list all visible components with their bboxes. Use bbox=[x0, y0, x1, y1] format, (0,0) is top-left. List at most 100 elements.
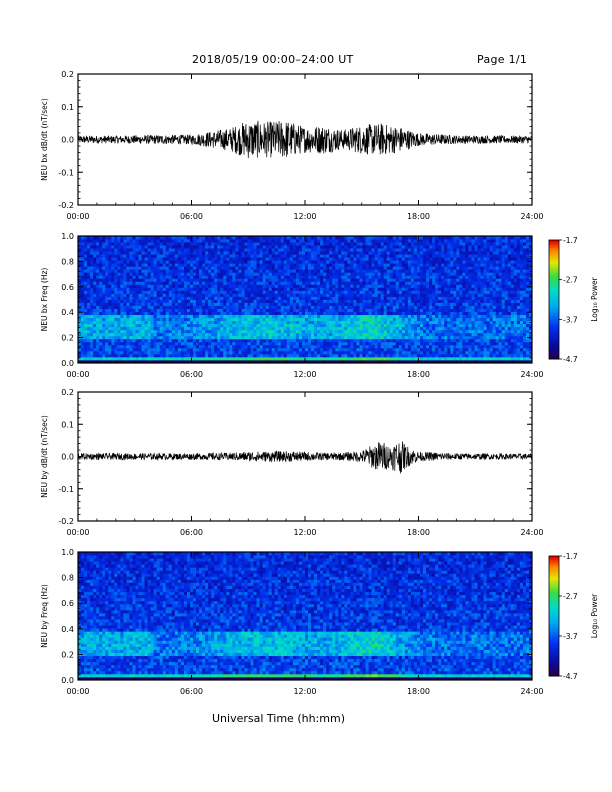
spectrogram-cell bbox=[274, 290, 279, 294]
spectrogram-cell bbox=[153, 341, 158, 346]
spectrogram-cell bbox=[189, 350, 194, 355]
spectrogram-cell bbox=[253, 344, 257, 349]
spectrogram-cell bbox=[217, 278, 221, 282]
spectrogram-cell bbox=[220, 347, 224, 352]
spectrogram-cell bbox=[189, 245, 194, 249]
spectrogram-cell bbox=[253, 269, 257, 273]
spectrogram-cell bbox=[93, 344, 97, 349]
spectrogram-cell bbox=[102, 356, 106, 361]
spectrogram-cell bbox=[389, 320, 394, 325]
spectrogram-cell bbox=[368, 353, 372, 358]
spectrogram-cell bbox=[404, 248, 409, 252]
spectrogram-cell bbox=[323, 332, 327, 337]
spectrogram-cell bbox=[183, 311, 188, 316]
spectrogram-cell bbox=[320, 293, 324, 297]
spectrogram-cell bbox=[265, 254, 270, 258]
spectrogram-cell bbox=[301, 326, 306, 331]
spectrogram-cell bbox=[398, 281, 403, 285]
spectrogram-cell bbox=[165, 299, 170, 303]
spectrogram-cell bbox=[320, 314, 324, 319]
spectrogram-cell bbox=[286, 299, 291, 303]
spectrogram-cell bbox=[368, 356, 372, 361]
spectrogram-cell bbox=[205, 236, 209, 240]
spectrogram-cell bbox=[356, 245, 360, 249]
spectrogram-cell bbox=[208, 356, 212, 361]
spectrogram-cell bbox=[389, 275, 394, 279]
spectrogram-cell bbox=[226, 239, 230, 243]
spectrogram-cell bbox=[183, 272, 188, 276]
spectrogram-cell bbox=[238, 269, 242, 273]
spectrogram-cell bbox=[365, 248, 369, 252]
spectrogram-cell bbox=[153, 242, 158, 246]
spectrogram-cell bbox=[162, 335, 167, 340]
spectrogram-cell bbox=[268, 236, 273, 240]
spectrogram-cell bbox=[311, 335, 315, 340]
spectrogram-cell bbox=[347, 254, 351, 258]
spectrogram-cell bbox=[259, 266, 264, 270]
spectrogram-cell bbox=[144, 257, 149, 261]
y-tick-label: 0.0 bbox=[61, 136, 74, 145]
spectrogram-cell bbox=[90, 338, 94, 343]
spectrogram-cell bbox=[410, 281, 415, 285]
spectrogram-cell bbox=[426, 344, 430, 349]
spectrogram-cell bbox=[174, 248, 179, 252]
spectrogram-cell bbox=[338, 335, 342, 340]
spectrogram-cell bbox=[244, 311, 248, 316]
spectrogram-cell bbox=[199, 353, 203, 358]
spectrogram-cell bbox=[147, 326, 152, 331]
spectrogram-cell bbox=[114, 305, 118, 309]
spectrogram-cell bbox=[162, 329, 167, 334]
spectrogram-cell bbox=[350, 341, 354, 346]
spectrogram-cell bbox=[117, 293, 121, 297]
spectrogram-cell bbox=[265, 350, 270, 355]
spectrogram-cell bbox=[377, 266, 382, 270]
spectrogram-cell bbox=[250, 257, 254, 261]
spectrogram-cell bbox=[256, 350, 260, 355]
spectrogram-cell bbox=[277, 338, 282, 343]
spectrogram-cell bbox=[256, 329, 260, 334]
spectrogram-cell bbox=[371, 272, 376, 276]
spectrogram-cell bbox=[250, 287, 254, 291]
spectrogram-cell bbox=[132, 359, 136, 364]
spectrogram-cell bbox=[114, 356, 118, 361]
spectrogram-cell bbox=[401, 341, 406, 346]
spectrogram-cell bbox=[280, 302, 285, 306]
spectrogram-cell bbox=[177, 239, 182, 243]
spectrogram-cell bbox=[368, 275, 372, 279]
spectrogram-cell bbox=[314, 353, 318, 358]
spectrogram-cell bbox=[196, 338, 200, 343]
spectrogram-cell bbox=[386, 320, 391, 325]
spectrogram-cell bbox=[362, 293, 366, 297]
spectrogram-cell bbox=[90, 239, 94, 243]
spectrogram-cell bbox=[193, 254, 197, 258]
spectrogram-cell bbox=[90, 344, 94, 349]
spectrogram-cell bbox=[392, 293, 397, 297]
spectrogram-cell bbox=[108, 302, 112, 306]
spectrogram-cell bbox=[317, 245, 321, 249]
spectrogram-cell bbox=[347, 281, 351, 285]
spectrogram-cell bbox=[135, 251, 139, 255]
spectrogram-cell bbox=[404, 245, 409, 249]
spectrogram-cell bbox=[320, 299, 324, 303]
spectrogram-cell bbox=[413, 269, 418, 273]
spectrogram-cell bbox=[292, 251, 297, 255]
spectrogram-cell bbox=[238, 299, 242, 303]
spectrogram-cell bbox=[426, 245, 430, 249]
spectrogram-cell bbox=[295, 266, 300, 270]
spectrogram-cell bbox=[407, 278, 412, 282]
spectrogram-cell bbox=[126, 251, 130, 255]
spectrogram-cell bbox=[365, 272, 369, 276]
spectrogram-cell bbox=[147, 299, 152, 303]
spectrogram-cell bbox=[383, 314, 388, 319]
spectrogram-cell bbox=[265, 302, 270, 306]
spectrogram-cell bbox=[108, 329, 112, 334]
spectrogram-cell bbox=[189, 251, 194, 255]
spectrogram-cell bbox=[380, 296, 385, 300]
spectrogram-cell bbox=[235, 263, 239, 267]
spectrogram-cell bbox=[380, 350, 385, 355]
spectrogram-cell bbox=[308, 278, 312, 282]
spectrogram-cell bbox=[199, 323, 203, 328]
spectrogram-cell bbox=[159, 356, 164, 361]
spectrogram-cell bbox=[383, 257, 388, 261]
spectrogram-cell bbox=[292, 242, 297, 246]
